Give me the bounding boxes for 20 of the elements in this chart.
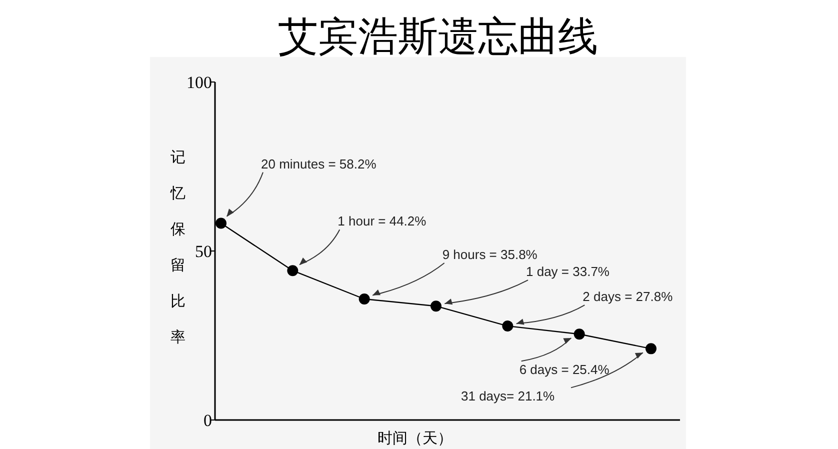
point [287,265,298,276]
y-tick-label: 50 [195,242,212,261]
text: 记忆保留比率 [170,149,186,346]
point [502,320,514,332]
chart-title: 艾宾浩斯遗忘曲线 [278,14,598,60]
annotation: 6 days = 25.4% [519,362,610,378]
annotation: 20 minutes = 58.2% [261,156,377,172]
y-tick-label: 0 [204,411,212,430]
annotation: 1 hour = 44.2% [338,214,427,229]
point [646,343,656,354]
point [216,218,226,229]
y-tick-label: 100 [186,73,212,92]
annotation: 31 days= 21.1% [461,388,556,404]
point [430,300,442,312]
annotation: 1 day = 33.7% [526,264,610,280]
point [358,293,370,304]
point [574,328,585,340]
x-axis-title: 时间（天） [378,430,452,447]
annotation: 2 days = 27.8% [582,289,674,304]
annotation: 9 hours = 35.8% [442,246,538,262]
